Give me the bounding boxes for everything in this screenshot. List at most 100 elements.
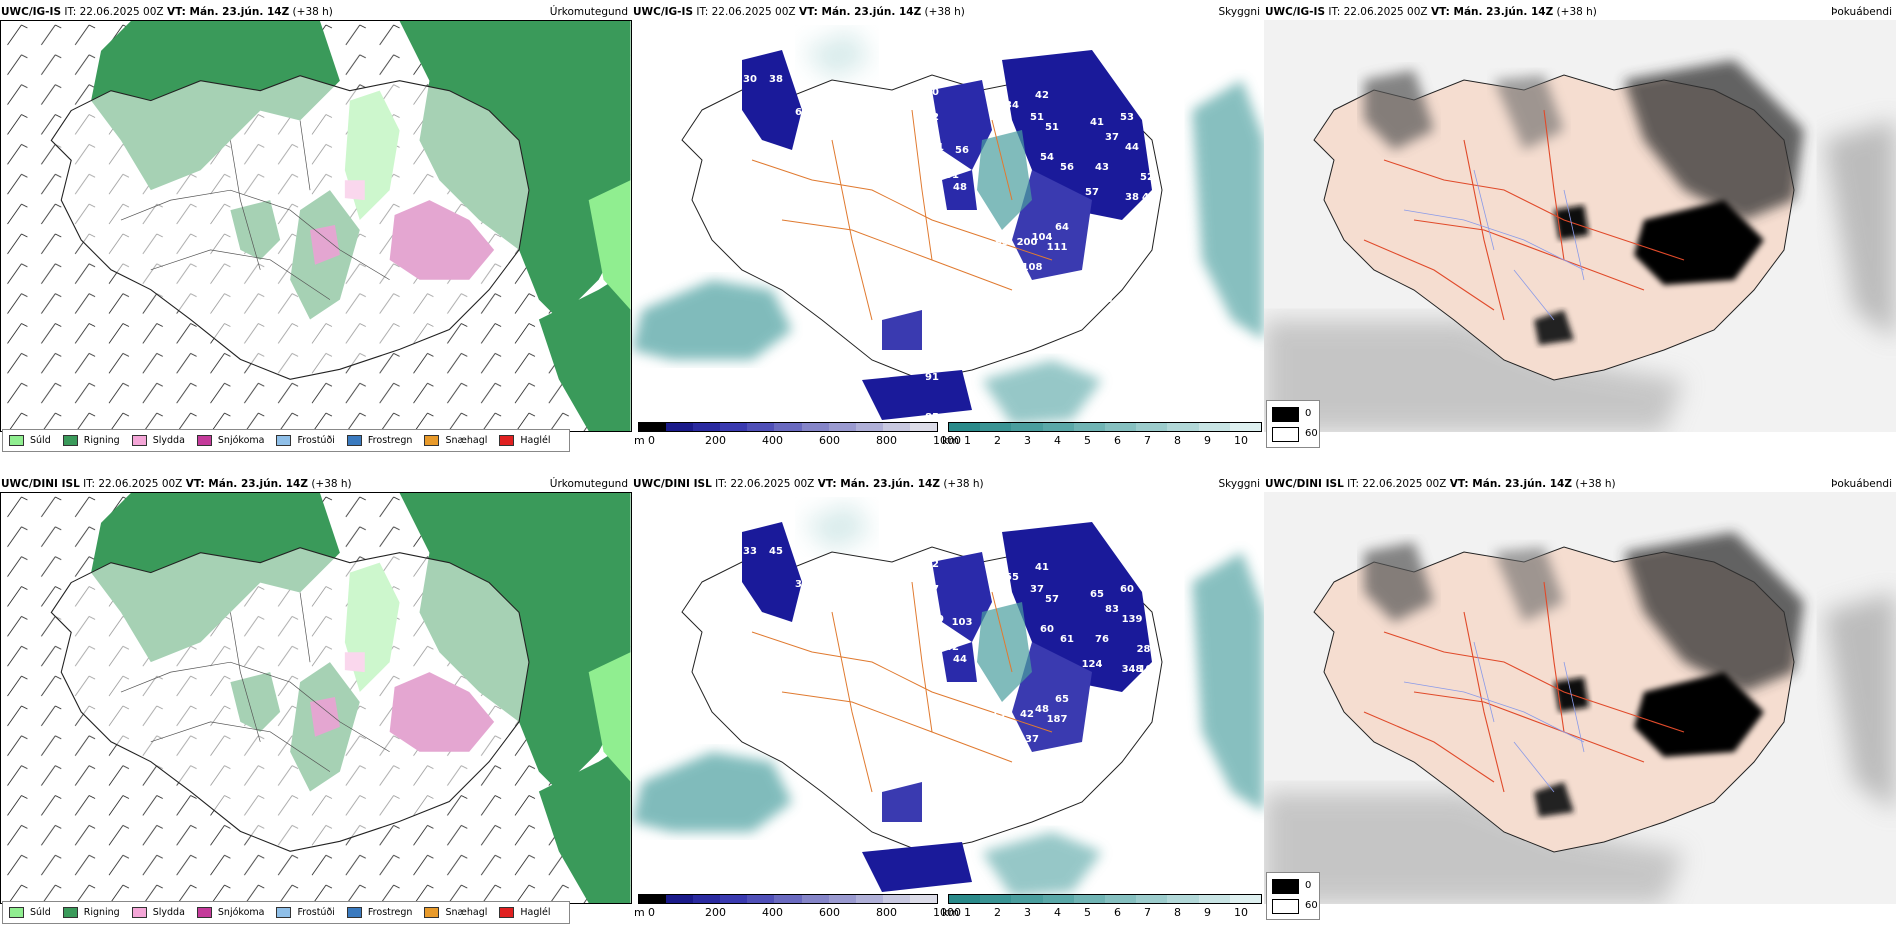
colorbar-bin xyxy=(909,895,938,903)
visibility-colorbar: km 1 2 3 4 5 6 7 8 9 10 xyxy=(942,422,1262,450)
colorbar-tick: 800 xyxy=(876,906,897,919)
ceiling-label: 76 xyxy=(1095,634,1109,645)
colorbar-tick: 3 xyxy=(1024,906,1031,919)
ceiling-label: 52 xyxy=(1140,172,1154,183)
legend-swatch xyxy=(346,907,362,918)
legend-label: Snæhagl xyxy=(445,435,488,446)
ceiling-label: 104 xyxy=(1032,232,1053,243)
colorbar-tick: 600 xyxy=(819,434,840,447)
legend-swatch xyxy=(131,435,147,446)
ceiling-label: 53 xyxy=(1120,112,1134,123)
legend-swatch xyxy=(62,435,78,446)
legend-swatch xyxy=(9,435,24,446)
legend-label: Slydda xyxy=(152,435,185,446)
ceiling-label: 54 xyxy=(1040,152,1054,163)
colorbar-tick: 9 xyxy=(1204,434,1211,447)
colorbar-bin xyxy=(1229,895,1262,903)
panel-type-label: Þokuábendi xyxy=(1831,6,1892,18)
ceiling-label: 121 xyxy=(1092,704,1113,715)
ceiling-label: 62 xyxy=(1110,237,1124,248)
panel-type-label: Úrkomutegund xyxy=(549,478,628,490)
ceiling-label: 59 xyxy=(930,614,944,625)
colorbar-bin xyxy=(1105,895,1137,903)
colorbar-bin xyxy=(693,895,721,903)
ceiling-colorbar: m 0 200 400 600 800 1000 xyxy=(634,894,961,922)
fog-index-panel: UWC/IG-IS IT: 22.06.2025 00Z VT: Mán. 23… xyxy=(1264,0,1896,454)
ceiling-label: 48 xyxy=(1035,704,1049,715)
ceiling-label: 47 xyxy=(1142,192,1156,203)
colorbar-bin xyxy=(1011,423,1043,431)
ceiling-label: 56 xyxy=(1060,162,1074,173)
colorbar-tick: 400 xyxy=(762,906,783,919)
legend-swatch xyxy=(424,435,440,446)
panel-header: UWC/DINI ISL IT: 22.06.2025 00Z VT: Mán.… xyxy=(1,478,352,490)
colorbar-bin xyxy=(720,423,748,431)
ceiling-label: 30 xyxy=(743,74,757,85)
colorbar-bin xyxy=(720,895,748,903)
legend-swatch xyxy=(424,907,440,918)
colorbar-bin xyxy=(666,423,694,431)
ceiling-label: 47 xyxy=(925,584,939,595)
ceiling-label: 43 xyxy=(1095,162,1109,173)
ceiling-label: 85 xyxy=(925,412,939,423)
colorbar-tick: 200 xyxy=(705,906,726,919)
colorbar-bin xyxy=(774,423,802,431)
colorbar-bin xyxy=(1198,423,1230,431)
colorbar-bin xyxy=(774,895,802,903)
ceiling-label: 133 xyxy=(977,242,998,253)
colorbar-bin xyxy=(747,895,775,903)
ceiling-label: 38 xyxy=(769,74,783,85)
ceiling-label: 148 xyxy=(1092,294,1113,305)
ceiling-label: 103 xyxy=(952,617,973,628)
colorbar-bin xyxy=(1011,895,1043,903)
colorbar-tick: 2 xyxy=(994,906,1001,919)
legend-swatch xyxy=(276,907,292,918)
ceiling-unit: m xyxy=(634,434,645,447)
legend-label: Haglél xyxy=(520,435,551,446)
ceiling-label: 59 xyxy=(1065,282,1079,293)
colorbar-bin xyxy=(980,423,1012,431)
fog-legend: 0 60 xyxy=(1266,872,1320,920)
colorbar-tick: 0 xyxy=(648,906,655,919)
legend-swatch xyxy=(196,435,212,446)
ceiling-label: 61 xyxy=(1115,272,1129,283)
legend-label: Frostúði xyxy=(297,435,335,446)
ceiling-label: 42 xyxy=(1035,90,1049,101)
fog-map xyxy=(1264,20,1896,432)
panel-type-label: Úrkomutegund xyxy=(549,6,628,18)
panel-type-label: Þokuábendi xyxy=(1831,478,1892,490)
ceiling-label: 124 xyxy=(1082,659,1103,670)
legend-item: Frostregn xyxy=(346,435,412,446)
legend-swatch xyxy=(131,907,147,918)
ceiling-label: 37 xyxy=(1105,132,1119,143)
legend-label: Súld xyxy=(30,907,51,918)
legend-label: Snjókoma xyxy=(217,907,265,918)
ceiling-label: 42 xyxy=(925,112,939,123)
ceiling-label: 111 xyxy=(1047,242,1068,253)
legend-item: Frostúði xyxy=(276,907,335,918)
panel-type-label: Skyggni xyxy=(1218,478,1261,490)
colorbar-tick: 0 xyxy=(648,434,655,447)
panel-header: UWC/IG-IS IT: 22.06.2025 00Z VT: Mán. 23… xyxy=(1,6,333,18)
ceiling-label: 60 xyxy=(925,87,939,98)
legend-label: Frostúði xyxy=(297,907,335,918)
colorbar-tick: 1 xyxy=(964,434,971,447)
precip-type-panel: UWC/IG-IS IT: 22.06.2025 00Z VT: Mán. 23… xyxy=(0,0,632,454)
ceiling-label: 62 xyxy=(1110,709,1124,720)
ceiling-label: 62 xyxy=(795,107,809,118)
colorbar-tick: 6 xyxy=(1114,906,1121,919)
colorbar-bin xyxy=(1229,423,1262,431)
colorbar-bin xyxy=(639,895,667,903)
ceiling-label: 53 xyxy=(775,624,789,635)
ceiling-label: 154 xyxy=(992,709,1013,720)
legend-item: Súld xyxy=(9,907,51,918)
panel-type-label: Skyggni xyxy=(1218,6,1261,18)
ceiling-label: 55 xyxy=(1005,572,1019,583)
ceiling-label: 56 xyxy=(955,145,969,156)
ceiling-label: 64 xyxy=(1055,222,1069,233)
colorbar-bin xyxy=(949,423,981,431)
legend-item: Frostregn xyxy=(346,907,412,918)
legend-swatch xyxy=(276,435,292,446)
legend-label: Súld xyxy=(30,435,51,446)
